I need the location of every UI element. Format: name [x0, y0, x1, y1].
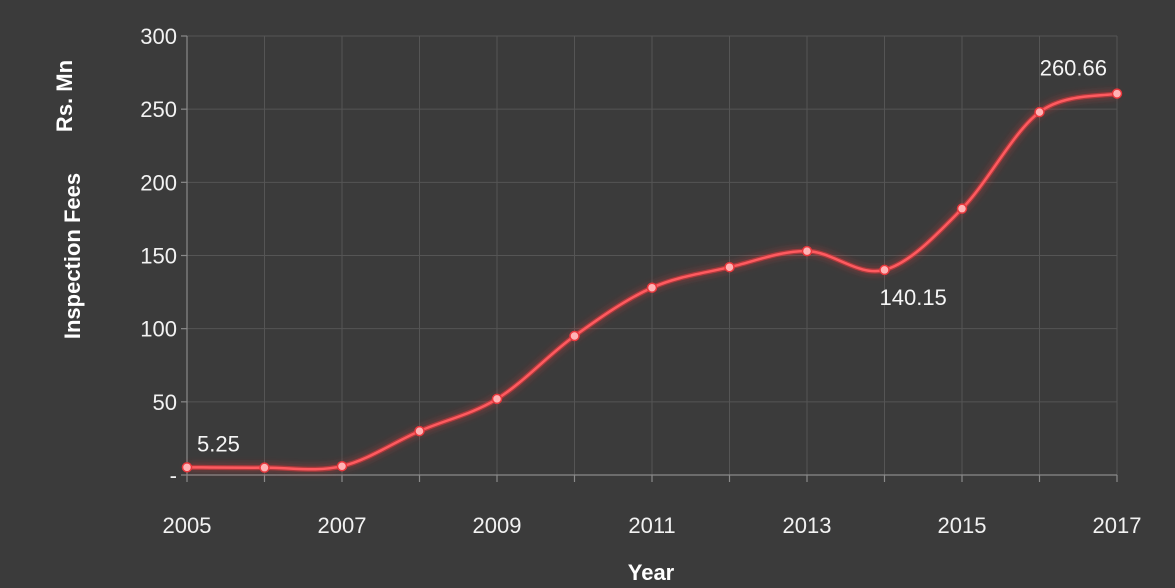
x-tick-label: 2015 [938, 513, 987, 538]
labels: - 50 100 150 200 250 300 2005 2007 2009 2011 2013 20… [140, 24, 1141, 538]
y-tick-label: 100 [140, 317, 177, 342]
data-point [338, 462, 347, 471]
data-point [1113, 89, 1122, 98]
y-tick-label: - [170, 463, 177, 488]
y-tick-label: 150 [140, 244, 177, 269]
axes [181, 36, 1117, 482]
data-point [1035, 108, 1044, 117]
x-tick-label: 2007 [318, 513, 367, 538]
data-point [260, 463, 269, 472]
data-label: 260.66 [1040, 56, 1107, 81]
x-tick-label: 2013 [783, 513, 832, 538]
data-point [493, 394, 502, 403]
x-tick-label: 2009 [473, 513, 522, 538]
data-point [725, 263, 734, 272]
x-tick-label: 2005 [163, 513, 212, 538]
data-point [880, 265, 889, 274]
x-tick-label: 2017 [1093, 513, 1142, 538]
x-tick-label: 2011 [628, 513, 675, 538]
data-label: 140.15 [880, 285, 947, 310]
y-axis-unit: Rs. Mn [52, 60, 77, 132]
x-axis-title: Year [628, 560, 675, 585]
y-tick-label: 200 [140, 170, 177, 195]
y-tick-label: 50 [153, 390, 177, 415]
data-point [648, 283, 657, 292]
y-tick-label: 250 [140, 97, 177, 122]
y-axis-title: Inspection Fees [60, 173, 85, 339]
data-point [183, 463, 192, 472]
y-tick-label: 300 [140, 24, 177, 49]
data-point [570, 331, 579, 340]
grid [187, 36, 1117, 475]
data-point [958, 204, 967, 213]
data-point [803, 247, 812, 256]
data-label: 5.25 [197, 431, 240, 456]
data-point [415, 427, 424, 436]
